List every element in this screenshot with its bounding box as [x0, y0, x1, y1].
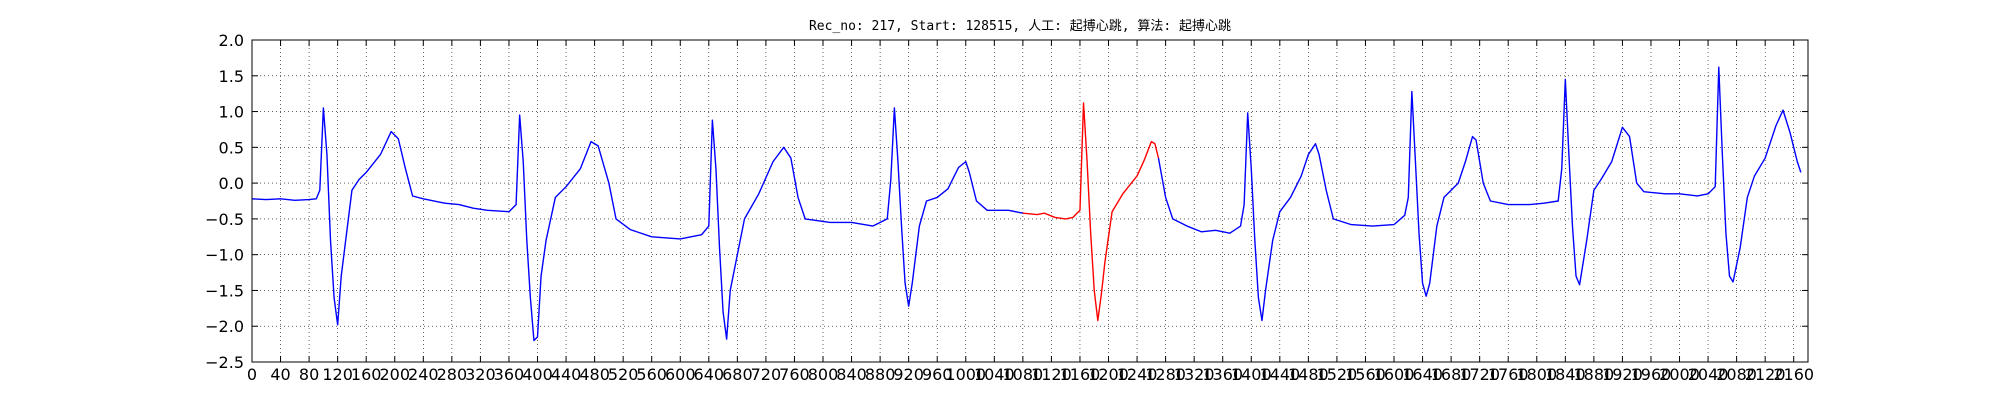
x-tick-label: 1760	[1488, 365, 1529, 384]
y-tick-label: −2.0	[205, 317, 244, 336]
x-tick-label: 1440	[1259, 365, 1300, 384]
x-tick-label: 1960	[1631, 365, 1672, 384]
x-tick-label: 280	[437, 365, 468, 384]
x-tick-label: 2040	[1688, 365, 1729, 384]
x-tick-label: 1920	[1602, 365, 1643, 384]
x-tick-label: 1560	[1345, 365, 1386, 384]
x-tick-label: 2080	[1716, 365, 1757, 384]
x-tick-label: 2000	[1659, 365, 1700, 384]
x-tick-label: 40	[270, 365, 290, 384]
y-tick-label: −1.0	[205, 246, 244, 265]
x-tick-label: 480	[579, 365, 610, 384]
x-tick-label: 80	[299, 365, 319, 384]
plot-frame	[251, 39, 1809, 363]
x-tick-label: 1200	[1088, 365, 1129, 384]
x-tick-label: 1360	[1202, 365, 1243, 384]
x-tick-label: 1680	[1431, 365, 1472, 384]
y-tick-label: −2.5	[205, 353, 244, 372]
y-tick-label: 0.0	[219, 174, 244, 193]
y-tick-label: 2.0	[219, 31, 244, 50]
x-tick-label: 680	[722, 365, 753, 384]
x-tick-label: 1840	[1545, 365, 1586, 384]
x-tick-label: 1800	[1516, 365, 1557, 384]
x-tick-label: 1600	[1374, 365, 1415, 384]
x-tick-label: 200	[379, 365, 410, 384]
x-tick-label: 520	[608, 365, 639, 384]
x-tick-label: 1280	[1145, 365, 1186, 384]
x-tick-label: 1080	[1003, 365, 1044, 384]
x-tick-label: 880	[865, 365, 896, 384]
x-tick-label: 920	[893, 365, 924, 384]
x-tick-label: 1640	[1402, 365, 1443, 384]
x-tick-label: 840	[836, 365, 867, 384]
x-tick-label: 1720	[1459, 365, 1500, 384]
series-lines	[251, 66, 1802, 342]
x-tick-label: 1040	[974, 365, 1015, 384]
x-tick-label: 1240	[1117, 365, 1158, 384]
y-tick-label: −0.5	[205, 210, 244, 229]
x-tick-label: 1480	[1288, 365, 1329, 384]
y-tick-label: 0.5	[219, 138, 244, 157]
x-tick-label: 560	[636, 365, 667, 384]
x-tick-label: 600	[665, 365, 696, 384]
x-tick-label: 2160	[1773, 365, 1814, 384]
ecg-series-line	[1022, 102, 1160, 322]
y-axis: 2.0 1.5 1.0 0.5 0.0 −0.5 −1.0 −1.5 −2.0 −2.5	[205, 31, 1808, 372]
x-tick-label: 240	[408, 365, 439, 384]
grid-lines	[251, 39, 1808, 363]
x-tick-label: 720	[751, 365, 782, 384]
x-tick-label: 1120	[1031, 365, 1072, 384]
x-tick-label: 120	[322, 365, 353, 384]
ecg-series-line	[1157, 66, 1802, 322]
x-tick-label: 1520	[1317, 365, 1358, 384]
x-tick-label: 1160	[1060, 365, 1101, 384]
x-tick-label: 640	[694, 365, 725, 384]
x-tick-label: 440	[551, 365, 582, 384]
x-axis: 0 40 80 12016020024028032036040044048052056…	[247, 40, 1814, 384]
x-tick-label: 960	[922, 365, 953, 384]
x-tick-label: 800	[808, 365, 839, 384]
x-tick-label: 360	[494, 365, 525, 384]
x-tick-label: 400	[522, 365, 553, 384]
x-tick-label: 0	[247, 365, 257, 384]
x-tick-label: 1000	[945, 365, 986, 384]
y-tick-label: 1.0	[219, 103, 244, 122]
x-tick-label: 1400	[1231, 365, 1272, 384]
x-tick-label: 760	[779, 365, 810, 384]
y-tick-label: 1.5	[219, 67, 244, 86]
x-tick-label: 160	[351, 365, 382, 384]
ecg-series-line	[251, 107, 1023, 342]
chart-title: Rec_no: 217, Start: 128515, 人工: 起搏心跳, 算法…	[809, 18, 1231, 34]
x-tick-label: 1320	[1174, 365, 1215, 384]
x-tick-label: 320	[465, 365, 496, 384]
y-tick-label: −1.5	[205, 281, 244, 300]
x-tick-label: 1880	[1574, 365, 1615, 384]
x-tick-label: 2120	[1745, 365, 1786, 384]
